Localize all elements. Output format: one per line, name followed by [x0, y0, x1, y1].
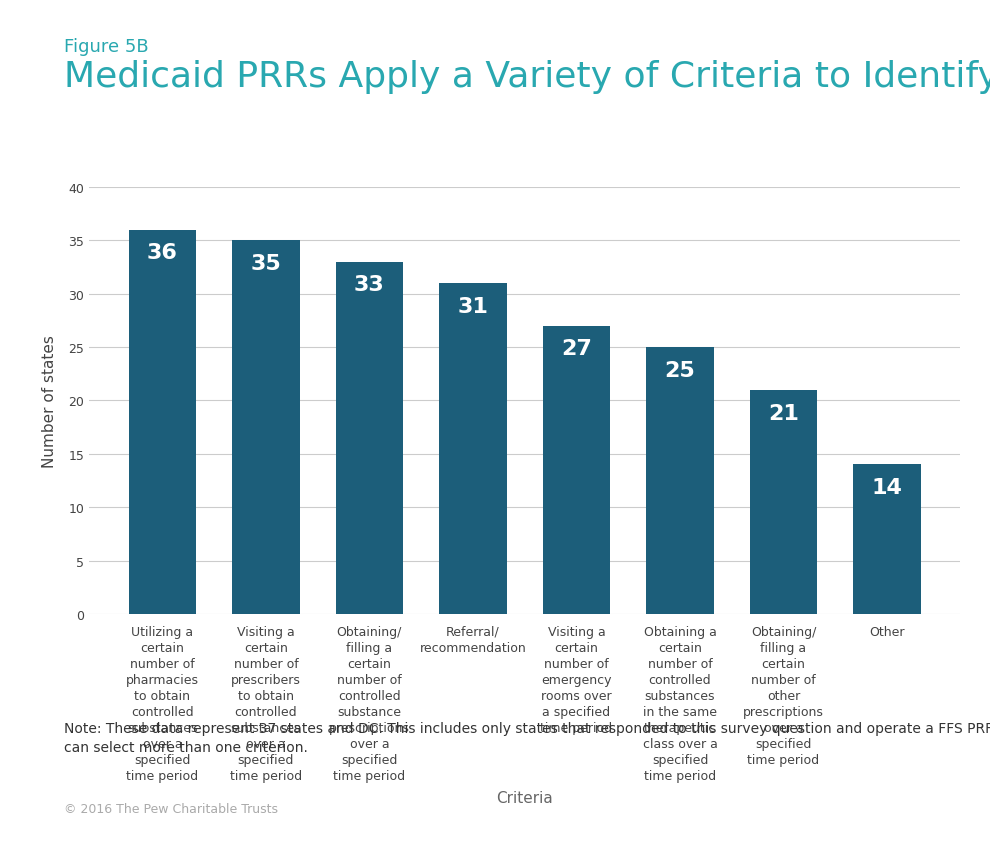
Y-axis label: Number of states: Number of states — [43, 334, 57, 467]
X-axis label: Criteria: Criteria — [496, 791, 553, 805]
Bar — [129, 230, 196, 614]
Text: © 2016 The Pew Charitable Trusts: © 2016 The Pew Charitable Trusts — [64, 802, 278, 815]
Text: 33: 33 — [354, 275, 385, 295]
Text: 36: 36 — [147, 243, 178, 263]
Text: Note: These data represent 37 states and DC. This includes only states that resp: Note: These data represent 37 states and… — [64, 721, 990, 754]
Text: 14: 14 — [871, 478, 903, 497]
Bar — [749, 390, 817, 614]
Text: 35: 35 — [250, 254, 281, 274]
Bar — [543, 326, 610, 614]
Text: Figure 5B: Figure 5B — [64, 38, 148, 56]
Bar — [646, 348, 714, 614]
Text: 27: 27 — [561, 339, 592, 359]
Text: Medicaid PRRs Apply a Variety of Criteria to Identify Enrollees: Medicaid PRRs Apply a Variety of Criteri… — [64, 60, 990, 94]
Bar — [440, 283, 507, 614]
Bar — [336, 262, 403, 614]
Text: 31: 31 — [457, 297, 488, 316]
Text: 21: 21 — [768, 403, 799, 423]
Text: 25: 25 — [664, 360, 695, 380]
Bar — [233, 241, 300, 614]
Bar — [853, 465, 921, 614]
